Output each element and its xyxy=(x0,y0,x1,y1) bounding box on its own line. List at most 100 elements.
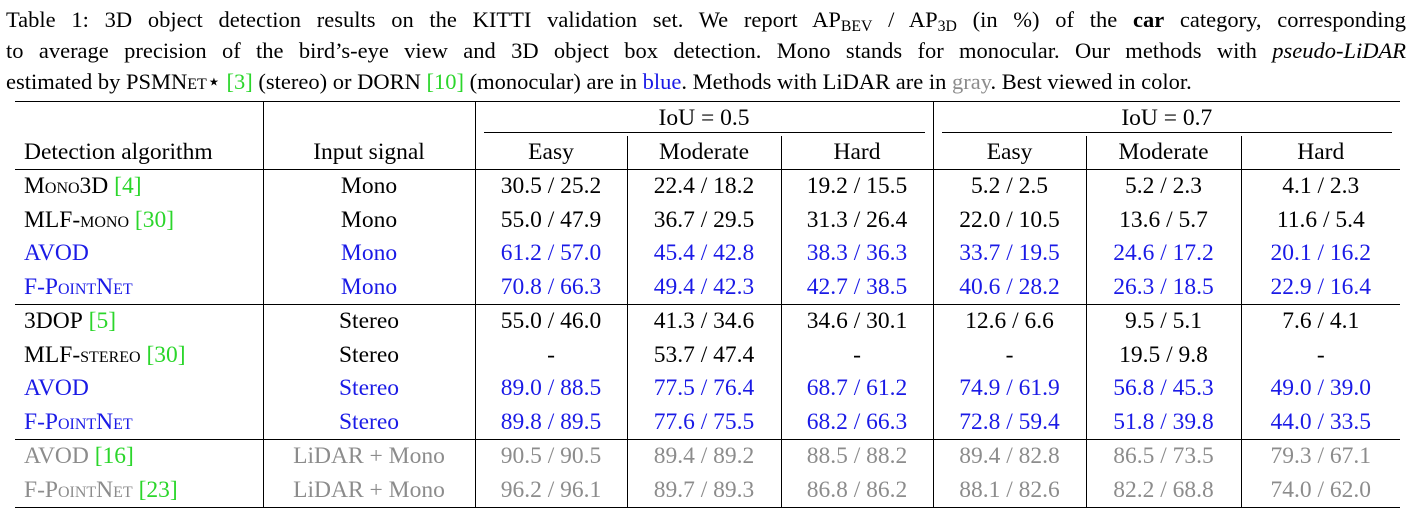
caption-blue-word: blue xyxy=(642,69,682,94)
ap-value-cell: 96.2 / 96.1 xyxy=(474,473,627,508)
algorithm-name: AVOD xyxy=(24,240,89,267)
citation-link[interactable]: [16] xyxy=(94,443,134,470)
algorithm-cell: AVOD xyxy=(15,237,263,271)
caption-text: . Best viewed in color. xyxy=(990,69,1192,94)
ap-value-cell: 9.5 / 5.1 xyxy=(1085,304,1242,339)
algorithm-cell: F-PointNet xyxy=(15,271,263,305)
input-signal-cell: LiDAR + Mono xyxy=(262,439,475,474)
caption-line-1: Table 1: 3D object detection results on … xyxy=(6,4,1406,35)
citation-link[interactable]: [23] xyxy=(138,476,178,503)
ap-value-cell: 68.2 / 66.3 xyxy=(780,405,934,440)
ap-value-cell: 88.5 / 88.2 xyxy=(780,439,934,474)
header-empty xyxy=(15,101,263,136)
table-row: AVOD [16] LiDAR + Mono 90.5 / 90.5 89.4 / 8… xyxy=(15,439,1401,474)
column-header-hard: Hard xyxy=(780,135,934,170)
header-row-columns: Detection algorithm Input signal Easy Mo… xyxy=(15,135,1401,170)
citation-link[interactable]: [3] xyxy=(226,69,253,94)
input-signal-cell: Mono xyxy=(262,169,475,204)
caption-italic-pseudo-lidar: pseudo-LiDAR xyxy=(1272,38,1406,63)
ap-value-cell: 56.8 / 45.3 xyxy=(1085,372,1242,406)
ap-value-cell: 38.3 / 36.3 xyxy=(780,237,934,271)
caption-text: category, corresponding xyxy=(1164,7,1406,32)
table-row: F-PointNet Stereo 89.8 / 89.5 77.6 / 75.5 68… xyxy=(15,405,1401,440)
ap-value-cell: 51.8 / 39.8 xyxy=(1085,405,1242,440)
citation-link[interactable]: [10] xyxy=(426,69,465,94)
ap-value-cell: 31.3 / 26.4 xyxy=(780,203,934,237)
table-row: 3DOP [5] Stereo 55.0 / 46.0 41.3 / 34.6 34.6… xyxy=(15,304,1401,339)
ap-value-cell: 19.5 / 9.8 xyxy=(1085,338,1242,372)
algorithm-name: F-PointNet xyxy=(24,476,133,503)
ap-value-cell: 5.2 / 2.5 xyxy=(932,169,1087,204)
ap-value-cell: 45.4 / 42.8 xyxy=(626,237,781,271)
algorithm-name: Mono3D xyxy=(24,173,109,200)
ap-value-cell: 11.6 / 5.4 xyxy=(1240,203,1401,237)
citation-link[interactable]: [5] xyxy=(88,308,117,335)
ap-value-cell: 89.8 / 89.5 xyxy=(474,405,627,440)
algorithm-name: MLF-mono xyxy=(24,206,130,233)
ap-value-cell: 44.0 / 33.5 xyxy=(1240,405,1401,440)
citation-link[interactable]: [30] xyxy=(146,341,186,368)
ap-value-cell: 77.5 / 76.4 xyxy=(626,372,781,406)
citation-link[interactable]: [4] xyxy=(114,173,142,200)
ap-value-cell: 20.1 / 16.2 xyxy=(1240,237,1401,271)
iou-05-group: IoU = 0.5 xyxy=(474,101,934,136)
algorithm-cell: F-PointNet xyxy=(15,406,263,440)
table-body: Mono3D [4] Mono 30.5 / 25.2 22.4 / 18.2 19.2… xyxy=(15,169,1401,508)
algorithm-cell: F-PointNet [23] xyxy=(15,473,263,508)
algorithm-cell: AVOD [16] xyxy=(15,439,263,474)
input-signal-cell: Mono xyxy=(262,237,475,271)
column-header-algorithm: Detection algorithm xyxy=(24,138,213,165)
input-signal-cell: Mono xyxy=(262,203,475,237)
table-row: F-PointNet [23] LiDAR + Mono 96.2 / 96.1 89… xyxy=(15,473,1401,508)
ap-value-cell: 55.0 / 47.9 xyxy=(474,203,627,237)
ap-value-cell: 72.8 / 59.4 xyxy=(932,405,1087,440)
ap-value-cell: 12.6 / 6.6 xyxy=(932,304,1087,339)
ap-value-cell: 82.2 / 68.8 xyxy=(1085,473,1242,508)
ap-value-cell: 34.6 / 30.1 xyxy=(780,304,934,339)
ap-value-cell: 61.2 / 57.0 xyxy=(474,237,627,271)
iou-07-label: IoU = 0.7 xyxy=(941,105,1393,133)
ap-value-cell: 74.0 / 62.0 xyxy=(1240,473,1401,508)
ap-value-cell: - xyxy=(780,338,934,372)
citation-link[interactable]: [30] xyxy=(134,206,175,233)
caption-line-2: to average precision of the bird’s-eye v… xyxy=(6,35,1406,66)
ap-value-cell: 49.4 / 42.3 xyxy=(626,270,781,305)
table-row: MLF-stereo [30] Stereo -53.7 / 47.4- -19.5 … xyxy=(15,338,1401,372)
caption-subscript-bev: BEV xyxy=(840,17,873,35)
column-header-input: Input signal xyxy=(262,135,475,170)
column-header-easy: Easy xyxy=(932,135,1087,170)
ap-value-cell: 42.7 / 38.5 xyxy=(780,270,934,305)
ap-value-cell: 70.8 / 66.3 xyxy=(474,270,627,305)
algorithm-name: F-PointNet xyxy=(24,408,133,435)
ap-value-cell: 26.3 / 18.5 xyxy=(1085,270,1242,305)
results-table: IoU = 0.5 IoU = 0.7 Detection algorithm … xyxy=(15,101,1401,508)
ap-value-cell: 86.8 / 86.2 xyxy=(780,473,934,508)
ap-value-cell: 7.6 / 4.1 xyxy=(1240,304,1401,339)
ap-value-cell: 89.7 / 89.3 xyxy=(626,473,781,508)
algorithm-name: F-PointNet xyxy=(24,273,133,300)
ap-value-cell: 33.7 / 19.5 xyxy=(932,237,1087,271)
table-row: AVOD Stereo 89.0 / 88.5 77.5 / 76.4 68.7 / 6… xyxy=(15,372,1401,406)
table-row: Mono3D [4] Mono 30.5 / 25.2 22.4 / 18.2 19.2… xyxy=(15,169,1401,204)
caption-subscript-3d: 3D xyxy=(937,17,957,35)
algorithm-name: AVOD xyxy=(24,375,89,402)
input-signal-cell: Stereo xyxy=(262,405,475,440)
ap-value-cell: 22.9 / 16.4 xyxy=(1240,270,1401,305)
caption-psmnet: PSMNet⋆ xyxy=(125,69,221,94)
ap-value-cell: 86.5 / 73.5 xyxy=(1085,439,1242,474)
algorithm-name: 3DOP xyxy=(24,308,83,335)
ap-value-cell: 89.4 / 82.8 xyxy=(932,439,1087,474)
ap-value-cell: 22.0 / 10.5 xyxy=(932,203,1087,237)
ap-value-cell: 90.5 / 90.5 xyxy=(474,439,627,474)
ap-value-cell: 13.6 / 5.7 xyxy=(1085,203,1242,237)
ap-value-cell: - xyxy=(1240,338,1401,372)
input-signal-cell: Stereo xyxy=(262,304,475,339)
header-row-iou: IoU = 0.5 IoU = 0.7 xyxy=(15,101,1401,136)
ap-value-cell: 68.7 / 61.2 xyxy=(780,372,934,406)
ap-value-cell: 88.1 / 82.6 xyxy=(932,473,1087,508)
column-header-easy: Easy xyxy=(474,135,627,170)
ap-value-cell: 4.1 / 2.3 xyxy=(1240,169,1401,204)
algorithm-cell: AVOD xyxy=(15,372,263,406)
iou-07-group: IoU = 0.7 xyxy=(932,101,1401,136)
column-header-hard: Hard xyxy=(1240,135,1401,170)
